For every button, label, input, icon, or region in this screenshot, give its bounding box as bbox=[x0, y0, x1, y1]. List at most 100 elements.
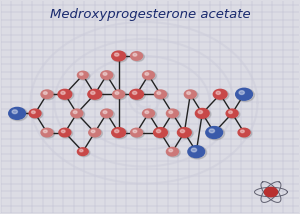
Circle shape bbox=[157, 92, 161, 94]
Circle shape bbox=[61, 91, 65, 94]
Circle shape bbox=[188, 146, 207, 159]
Circle shape bbox=[238, 128, 250, 137]
Circle shape bbox=[155, 91, 168, 100]
Circle shape bbox=[112, 51, 125, 61]
Circle shape bbox=[58, 89, 72, 99]
Circle shape bbox=[145, 73, 149, 75]
Circle shape bbox=[101, 71, 115, 81]
Circle shape bbox=[101, 110, 115, 119]
Circle shape bbox=[77, 71, 88, 79]
Circle shape bbox=[167, 110, 180, 119]
Text: ©: © bbox=[122, 81, 166, 124]
Circle shape bbox=[112, 128, 128, 139]
Circle shape bbox=[130, 89, 143, 99]
Circle shape bbox=[154, 128, 167, 137]
Circle shape bbox=[132, 91, 137, 94]
Circle shape bbox=[78, 72, 90, 80]
Circle shape bbox=[41, 128, 53, 137]
Circle shape bbox=[187, 92, 190, 94]
Circle shape bbox=[29, 109, 41, 118]
Circle shape bbox=[264, 187, 278, 197]
Circle shape bbox=[167, 148, 180, 157]
Circle shape bbox=[196, 109, 211, 120]
Circle shape bbox=[30, 110, 43, 119]
Circle shape bbox=[89, 129, 103, 138]
Circle shape bbox=[143, 110, 156, 119]
Circle shape bbox=[241, 130, 244, 133]
Circle shape bbox=[101, 71, 113, 79]
Circle shape bbox=[227, 110, 240, 119]
Circle shape bbox=[167, 147, 178, 156]
Circle shape bbox=[178, 128, 193, 139]
Circle shape bbox=[167, 109, 178, 118]
Circle shape bbox=[206, 126, 223, 138]
Circle shape bbox=[216, 91, 220, 94]
Circle shape bbox=[115, 130, 119, 133]
Circle shape bbox=[239, 91, 244, 95]
Circle shape bbox=[178, 128, 191, 137]
Circle shape bbox=[180, 130, 184, 133]
Circle shape bbox=[236, 89, 254, 102]
Circle shape bbox=[142, 71, 154, 79]
Circle shape bbox=[9, 107, 26, 119]
Circle shape bbox=[91, 130, 95, 133]
Text: Medroxyprogesterone acetate: Medroxyprogesterone acetate bbox=[50, 8, 250, 21]
Circle shape bbox=[131, 52, 144, 61]
Circle shape bbox=[130, 90, 145, 100]
Circle shape bbox=[103, 73, 107, 75]
Circle shape bbox=[214, 90, 229, 100]
Circle shape bbox=[32, 111, 35, 114]
Circle shape bbox=[44, 92, 47, 94]
Circle shape bbox=[58, 90, 74, 100]
Circle shape bbox=[213, 89, 227, 99]
Circle shape bbox=[77, 148, 88, 156]
Circle shape bbox=[41, 90, 53, 98]
Circle shape bbox=[169, 111, 172, 114]
Circle shape bbox=[103, 111, 107, 114]
Circle shape bbox=[91, 91, 95, 94]
Circle shape bbox=[184, 90, 196, 98]
Circle shape bbox=[12, 110, 17, 114]
Circle shape bbox=[42, 91, 55, 100]
Circle shape bbox=[115, 53, 119, 56]
Circle shape bbox=[42, 129, 55, 138]
Circle shape bbox=[229, 111, 232, 114]
Circle shape bbox=[80, 73, 83, 75]
Circle shape bbox=[78, 148, 90, 157]
Circle shape bbox=[185, 91, 198, 100]
Circle shape bbox=[156, 130, 161, 133]
Circle shape bbox=[130, 52, 142, 60]
Circle shape bbox=[73, 111, 77, 114]
Circle shape bbox=[143, 71, 156, 81]
Circle shape bbox=[188, 146, 205, 158]
Circle shape bbox=[71, 109, 83, 118]
Circle shape bbox=[59, 128, 71, 137]
Circle shape bbox=[195, 108, 209, 118]
Circle shape bbox=[112, 51, 128, 62]
Circle shape bbox=[101, 109, 113, 118]
Circle shape bbox=[88, 89, 102, 99]
Circle shape bbox=[169, 149, 172, 152]
Circle shape bbox=[130, 128, 142, 137]
Circle shape bbox=[142, 109, 154, 118]
Circle shape bbox=[80, 149, 83, 152]
Circle shape bbox=[145, 111, 149, 114]
Circle shape bbox=[112, 128, 125, 137]
Circle shape bbox=[59, 129, 73, 138]
Circle shape bbox=[206, 127, 225, 140]
Circle shape bbox=[44, 130, 47, 133]
Circle shape bbox=[71, 110, 85, 119]
Circle shape bbox=[133, 54, 137, 56]
Circle shape bbox=[61, 130, 65, 133]
Circle shape bbox=[209, 129, 214, 133]
Circle shape bbox=[154, 90, 166, 98]
Circle shape bbox=[88, 90, 104, 100]
Circle shape bbox=[198, 110, 202, 114]
Circle shape bbox=[131, 129, 144, 138]
Circle shape bbox=[133, 130, 137, 133]
Circle shape bbox=[191, 148, 196, 152]
Circle shape bbox=[89, 128, 101, 137]
Circle shape bbox=[154, 128, 169, 139]
Circle shape bbox=[113, 90, 124, 98]
Circle shape bbox=[9, 108, 28, 121]
